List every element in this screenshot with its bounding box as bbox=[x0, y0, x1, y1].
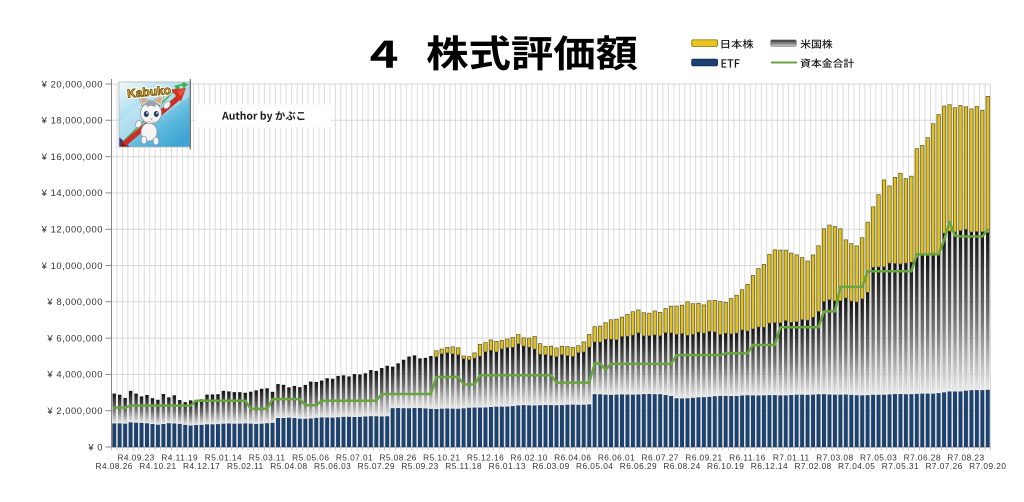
svg-text:R7.02.08: R7.02.08 bbox=[794, 461, 831, 471]
svg-text:¥ 16,000,000: ¥ 16,000,000 bbox=[41, 151, 103, 162]
svg-text:R4.12.17: R4.12.17 bbox=[183, 461, 220, 471]
svg-text:R6.02.10: R6.02.10 bbox=[511, 453, 548, 463]
svg-text:R5.07.29: R5.07.29 bbox=[358, 461, 395, 471]
svg-text:¥ 6,000,000: ¥ 6,000,000 bbox=[46, 332, 103, 343]
svg-text:R7.05.03: R7.05.03 bbox=[860, 453, 897, 463]
svg-text:R4.10.21: R4.10.21 bbox=[139, 461, 176, 471]
svg-text:R5.11.18: R5.11.18 bbox=[445, 461, 482, 471]
svg-text:R7.03.08: R7.03.08 bbox=[816, 453, 853, 463]
svg-text:R7.04.05: R7.04.05 bbox=[838, 461, 875, 471]
svg-text:R5.02.11: R5.02.11 bbox=[227, 461, 264, 471]
svg-text:R6.01.13: R6.01.13 bbox=[489, 461, 526, 471]
svg-text:R6.11.16: R6.11.16 bbox=[729, 453, 766, 463]
svg-text:R4.09.23: R4.09.23 bbox=[117, 453, 154, 463]
svg-text:¥ 8,000,000: ¥ 8,000,000 bbox=[46, 296, 103, 307]
svg-text:¥ 12,000,000: ¥ 12,000,000 bbox=[41, 224, 103, 235]
svg-text:R5.03.11: R5.03.11 bbox=[249, 453, 286, 463]
svg-text:R7.01.11: R7.01.11 bbox=[773, 453, 810, 463]
svg-text:R5.09.23: R5.09.23 bbox=[401, 461, 438, 471]
svg-text:Kabuko: Kabuko bbox=[127, 83, 172, 101]
svg-text:¥ 20,000,000: ¥ 20,000,000 bbox=[41, 78, 103, 89]
svg-text:Kabuko: Kabuko bbox=[127, 83, 172, 101]
svg-text:¥ 2,000,000: ¥ 2,000,000 bbox=[46, 405, 103, 416]
svg-text:R7.07.26: R7.07.26 bbox=[925, 461, 962, 471]
svg-text:R7.06.28: R7.06.28 bbox=[904, 453, 941, 463]
svg-text:R6.08.24: R6.08.24 bbox=[663, 461, 700, 471]
svg-text:R6.06.01: R6.06.01 bbox=[598, 453, 635, 463]
svg-text:R5.06.03: R5.06.03 bbox=[314, 461, 351, 471]
svg-text:¥ 14,000,000: ¥ 14,000,000 bbox=[41, 187, 103, 198]
svg-text:¥ 10,000,000: ¥ 10,000,000 bbox=[41, 260, 103, 271]
svg-text:R5.04.08: R5.04.08 bbox=[270, 461, 307, 471]
svg-text:R5.01.14: R5.01.14 bbox=[205, 453, 242, 463]
svg-text:R5.05.06: R5.05.06 bbox=[292, 453, 329, 463]
svg-text:R7.08.23: R7.08.23 bbox=[947, 453, 984, 463]
svg-text:R6.09.21: R6.09.21 bbox=[685, 453, 722, 463]
svg-text:R6.06.29: R6.06.29 bbox=[620, 461, 657, 471]
svg-text:R6.03.09: R6.03.09 bbox=[532, 461, 569, 471]
svg-text:R6.05.04: R6.05.04 bbox=[576, 461, 613, 471]
svg-text:R7.05.31: R7.05.31 bbox=[882, 461, 919, 471]
svg-text:R5.08.26: R5.08.26 bbox=[379, 453, 416, 463]
svg-text:¥ 18,000,000: ¥ 18,000,000 bbox=[41, 115, 103, 126]
svg-text:R6.07.27: R6.07.27 bbox=[642, 453, 679, 463]
svg-text:R4.11.19: R4.11.19 bbox=[161, 453, 198, 463]
svg-text:R6.10.19: R6.10.19 bbox=[707, 461, 744, 471]
svg-text:¥ 4,000,000: ¥ 4,000,000 bbox=[46, 369, 103, 380]
svg-text:¥ 0: ¥ 0 bbox=[87, 441, 103, 452]
svg-text:R7.09.20: R7.09.20 bbox=[969, 461, 1006, 471]
svg-text:R5.10.21: R5.10.21 bbox=[423, 453, 460, 463]
svg-text:R5.07.01: R5.07.01 bbox=[336, 453, 373, 463]
svg-text:R6.12.14: R6.12.14 bbox=[751, 461, 788, 471]
svg-text:R5.12.16: R5.12.16 bbox=[467, 453, 504, 463]
svg-text:R6.04.06: R6.04.06 bbox=[554, 453, 591, 463]
svg-text:R4.08.26: R4.08.26 bbox=[96, 461, 133, 471]
